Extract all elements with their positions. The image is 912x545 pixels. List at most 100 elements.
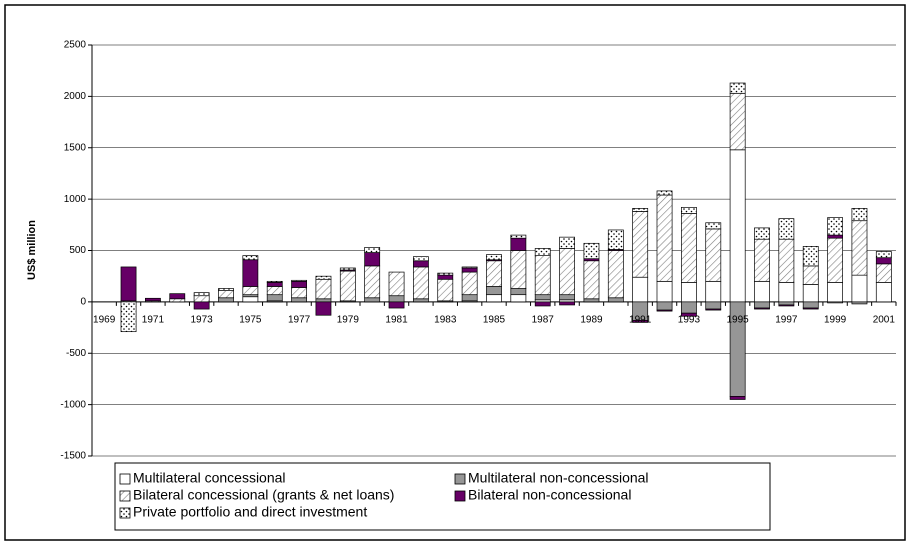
bar-segment — [510, 237, 527, 251]
bar-segment — [218, 297, 234, 303]
bar-segment — [632, 208, 649, 212]
bar-segment — [364, 297, 381, 303]
bar-segment — [607, 297, 624, 303]
bar-segment — [705, 228, 722, 282]
bar-segment — [607, 229, 624, 250]
bar-segment — [632, 211, 649, 278]
bar-segment — [778, 238, 795, 283]
bar-segment — [461, 266, 478, 269]
bar-segment — [705, 222, 722, 230]
x-tick-label: 1989 — [580, 315, 603, 326]
bar-segment — [827, 301, 843, 304]
legend-label: Private portfolio and direct investment — [133, 504, 367, 520]
legend-swatch — [119, 507, 131, 519]
bar-segment — [461, 271, 478, 296]
legend-label: Multilateral non-concessional — [468, 470, 649, 486]
bar-segment — [681, 312, 697, 317]
bar-segment — [364, 252, 381, 267]
x-tick-label: 1973 — [191, 315, 214, 326]
legend-label: Bilateral non-concessional — [468, 487, 631, 503]
bar-segment — [681, 282, 697, 303]
bar-segment — [266, 294, 283, 302]
bar-segment — [437, 272, 454, 276]
bar-segment — [656, 280, 673, 303]
bar-segment — [413, 298, 429, 303]
bar-segment — [559, 301, 575, 306]
bar-segment — [437, 278, 454, 302]
bar-segment — [339, 270, 356, 302]
bar-segment — [193, 295, 210, 303]
bar-segment — [169, 293, 186, 300]
bar-segment — [632, 276, 649, 303]
bar-segment — [486, 254, 502, 261]
bar-segment — [656, 301, 673, 311]
bar-segment — [120, 266, 137, 302]
bar-segment — [802, 284, 819, 303]
bar-segment — [193, 301, 210, 310]
x-tick-label: 1995 — [727, 315, 750, 326]
y-tick-label: 0 — [80, 297, 86, 308]
bar-segment — [510, 250, 527, 289]
bar-segment — [802, 307, 819, 310]
bar-segment — [145, 297, 161, 302]
legend-swatch — [119, 490, 131, 502]
y-tick-label: 1500 — [64, 142, 87, 153]
y-axis-title: US$ million — [26, 220, 38, 280]
y-tick-label: -1500 — [60, 451, 86, 462]
chart-frame — [4, 4, 906, 541]
bar-segment — [388, 301, 405, 309]
bar-segment — [875, 263, 892, 283]
bar-segment — [778, 282, 795, 303]
bar-segment — [413, 266, 429, 300]
legend-label: Multilateral concessional — [133, 470, 286, 486]
bar-segment — [754, 280, 770, 303]
bar-segment — [681, 301, 697, 314]
bar-segment — [242, 296, 259, 303]
bar-segment — [486, 294, 502, 303]
x-tick-label: 1991 — [629, 315, 652, 326]
bar-segment — [851, 301, 868, 305]
bar-segment — [827, 217, 843, 236]
bar-segment — [729, 92, 746, 151]
x-tick-label: 1987 — [532, 315, 555, 326]
bar-segment — [559, 294, 575, 301]
bar-segment — [242, 259, 259, 287]
x-tick-label: 2001 — [873, 315, 896, 326]
bar-segment — [218, 290, 234, 299]
bar-segment — [827, 234, 843, 239]
bar-segment — [827, 237, 843, 283]
y-tick-label: 2500 — [64, 40, 87, 51]
bar-segment — [729, 82, 746, 94]
bar-segment — [875, 257, 892, 265]
y-tick-label: -1000 — [60, 399, 86, 410]
bar-segment — [169, 298, 186, 303]
legend-swatch — [119, 473, 131, 485]
bar-segment — [437, 274, 454, 280]
x-tick-label: 1971 — [142, 315, 165, 326]
bar-segment — [486, 286, 502, 296]
legend-swatch — [454, 473, 466, 485]
bar-segment — [754, 238, 770, 282]
bar-segment — [510, 294, 527, 303]
bar-segment — [583, 298, 600, 303]
bar-segment — [218, 288, 234, 291]
bar-segment — [388, 271, 405, 297]
bar-segment — [534, 248, 551, 256]
bar-segment — [754, 307, 770, 310]
x-tick-label: 1979 — [337, 315, 360, 326]
bar-segment — [291, 280, 307, 288]
bar-segment — [242, 286, 259, 296]
bar-segment — [656, 194, 673, 282]
x-tick-label: 1975 — [239, 315, 262, 326]
bar-segment — [583, 242, 600, 260]
bar-segment — [388, 295, 405, 303]
x-tick-label: 1977 — [288, 315, 311, 326]
x-tick-label: 1969 — [93, 315, 116, 326]
bar-segment — [242, 255, 259, 261]
bar-segment — [827, 282, 843, 303]
bar-segment — [559, 236, 575, 249]
bar-segment — [656, 309, 673, 312]
bar-segment — [851, 208, 868, 222]
bar-segment — [413, 260, 429, 268]
legend-swatch — [454, 490, 466, 502]
